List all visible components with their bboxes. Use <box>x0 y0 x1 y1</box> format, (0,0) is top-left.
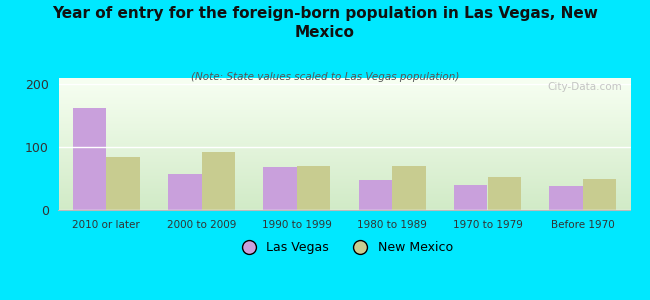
Bar <box>73 107 106 210</box>
Bar <box>583 178 616 210</box>
Bar <box>202 152 235 210</box>
Text: (Note: State values scaled to Las Vegas population): (Note: State values scaled to Las Vegas … <box>191 72 459 82</box>
Text: Year of entry for the foreign-born population in Las Vegas, New
Mexico: Year of entry for the foreign-born popul… <box>52 6 598 40</box>
Text: City-Data.com: City-Data.com <box>547 82 622 92</box>
Bar <box>392 166 426 210</box>
Bar <box>106 157 140 210</box>
Bar <box>168 174 202 210</box>
Bar <box>549 186 583 210</box>
Legend: Las Vegas, New Mexico: Las Vegas, New Mexico <box>231 236 458 259</box>
Bar <box>488 177 521 210</box>
Bar <box>297 166 330 210</box>
Bar <box>263 167 297 210</box>
Bar <box>454 185 488 210</box>
Bar <box>359 180 392 210</box>
